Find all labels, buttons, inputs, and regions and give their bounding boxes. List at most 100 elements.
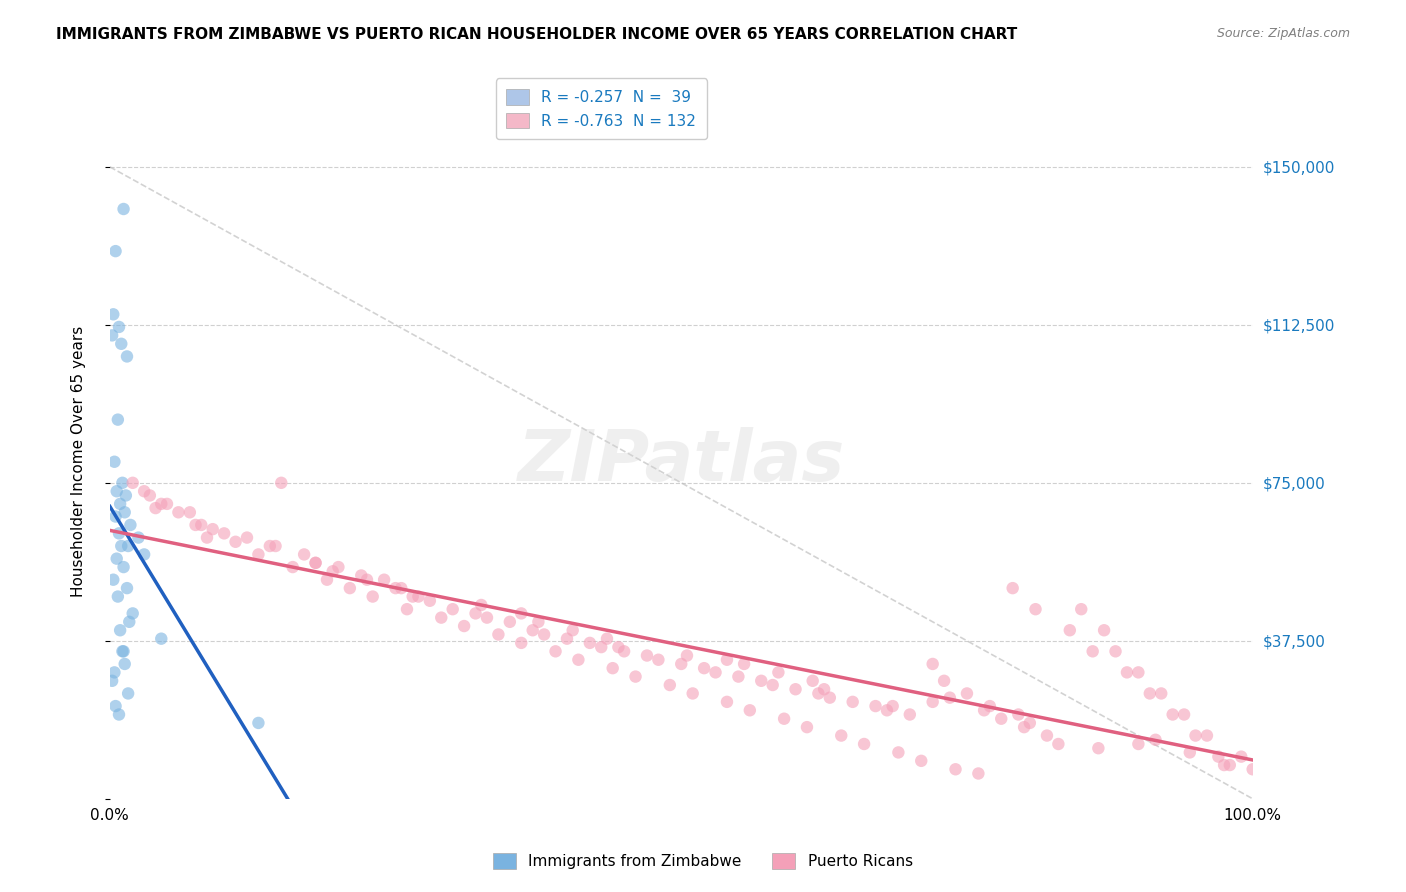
Point — [110, 539, 132, 553]
Point — [292, 548, 315, 562]
Point — [356, 573, 378, 587]
Point — [115, 488, 138, 502]
Point — [361, 590, 384, 604]
Point — [1241, 762, 1264, 776]
Point — [247, 548, 270, 562]
Point — [108, 497, 131, 511]
Point — [101, 673, 124, 688]
Point — [281, 560, 304, 574]
Point — [898, 707, 921, 722]
Point — [956, 686, 979, 700]
Point — [671, 657, 693, 671]
Point — [1173, 707, 1195, 722]
Point — [1092, 624, 1115, 638]
Point — [596, 632, 619, 646]
Point — [939, 690, 962, 705]
Point — [1001, 581, 1024, 595]
Point — [579, 636, 602, 650]
Point — [201, 522, 224, 536]
Point — [112, 644, 135, 658]
Point — [1047, 737, 1070, 751]
Y-axis label: Householder Income Over 65 years: Householder Income Over 65 years — [72, 326, 86, 598]
Point — [1081, 644, 1104, 658]
Point — [762, 678, 785, 692]
Point — [561, 624, 583, 638]
Point — [470, 598, 492, 612]
Point — [1150, 686, 1173, 700]
Point — [167, 505, 190, 519]
Point — [419, 594, 441, 608]
Point — [328, 560, 350, 574]
Point — [990, 712, 1012, 726]
Point — [841, 695, 863, 709]
Point — [1012, 720, 1035, 734]
Point — [749, 673, 772, 688]
Point — [111, 475, 134, 490]
Point — [103, 307, 125, 321]
Text: IMMIGRANTS FROM ZIMBABWE VS PUERTO RICAN HOUSEHOLDER INCOME OVER 65 YEARS CORREL: IMMIGRANTS FROM ZIMBABWE VS PUERTO RICAN… — [56, 27, 1018, 42]
Point — [115, 350, 138, 364]
Legend: R = -0.257  N =  39, R = -0.763  N = 132: R = -0.257 N = 39, R = -0.763 N = 132 — [495, 78, 707, 139]
Point — [110, 336, 132, 351]
Point — [117, 686, 139, 700]
Point — [236, 531, 259, 545]
Point — [1104, 644, 1126, 658]
Point — [114, 505, 136, 519]
Point — [1059, 624, 1081, 638]
Point — [807, 686, 830, 700]
Point — [533, 627, 555, 641]
Point — [453, 619, 475, 633]
Point — [591, 640, 613, 654]
Point — [1036, 729, 1059, 743]
Point — [1144, 732, 1167, 747]
Point — [117, 539, 139, 553]
Point — [1195, 729, 1218, 743]
Point — [112, 202, 135, 216]
Point — [475, 610, 498, 624]
Point — [1139, 686, 1161, 700]
Point — [108, 624, 131, 638]
Point — [270, 475, 292, 490]
Point — [441, 602, 464, 616]
Text: ZIPatlas: ZIPatlas — [517, 427, 845, 496]
Point — [1219, 758, 1241, 772]
Text: Source: ZipAtlas.com: Source: ZipAtlas.com — [1216, 27, 1350, 40]
Point — [108, 526, 131, 541]
Point — [1007, 707, 1029, 722]
Point — [510, 636, 533, 650]
Point — [716, 695, 738, 709]
Point — [127, 531, 149, 545]
Point — [108, 320, 131, 334]
Point — [114, 657, 136, 671]
Point — [602, 661, 624, 675]
Point — [101, 328, 124, 343]
Point — [932, 673, 955, 688]
Point — [773, 712, 796, 726]
Point — [1018, 715, 1040, 730]
Point — [395, 602, 418, 616]
Point — [304, 556, 326, 570]
Point — [647, 653, 669, 667]
Point — [112, 560, 135, 574]
Point — [796, 720, 818, 734]
Point — [613, 644, 636, 658]
Point — [190, 517, 212, 532]
Point — [1178, 746, 1201, 760]
Point — [727, 670, 749, 684]
Point — [225, 534, 247, 549]
Point — [567, 653, 589, 667]
Point — [179, 505, 201, 519]
Point — [785, 682, 807, 697]
Point — [402, 590, 425, 604]
Point — [121, 475, 143, 490]
Point — [738, 703, 761, 717]
Point — [853, 737, 876, 751]
Point — [865, 699, 887, 714]
Point — [107, 412, 129, 426]
Point — [682, 686, 704, 700]
Point — [624, 670, 647, 684]
Point — [121, 607, 143, 621]
Point — [1025, 602, 1047, 616]
Point — [1128, 737, 1150, 751]
Point — [389, 581, 412, 595]
